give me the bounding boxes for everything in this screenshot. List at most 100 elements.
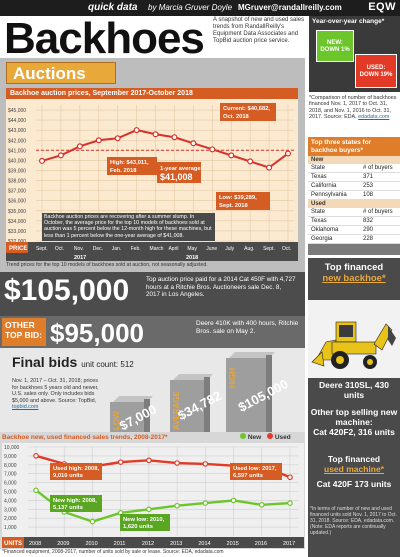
new-point xyxy=(202,500,209,506)
price-point xyxy=(95,137,102,144)
new-high-line2: 5,137 units xyxy=(53,505,83,511)
states-new-col-header: State # of buyers xyxy=(308,164,400,173)
comparison-note-text: *Comparison of number of backhoes financ… xyxy=(309,95,397,120)
year-2017-label: 2017 xyxy=(74,255,86,261)
x-tick-label: 2010 xyxy=(85,541,97,547)
top-used-machine: Cat 420F 173 units xyxy=(316,479,392,489)
final-bids-desc-text: Nov. 1, 2017 – Oct. 31, 2018; prices for… xyxy=(12,378,99,404)
col-buyers: # of buyers xyxy=(363,209,393,215)
state-name: Oklahoma xyxy=(311,227,339,233)
price-point xyxy=(266,164,273,171)
other-top-new-machine: Other top selling new machine: Cat 420F2… xyxy=(308,407,400,437)
avg-callout-bg xyxy=(157,162,201,183)
y-tick-label: $45,000 xyxy=(8,108,26,114)
price-label-bg xyxy=(6,242,28,253)
topbid-link[interactable]: topbid.com xyxy=(12,404,39,410)
price-point xyxy=(171,134,178,141)
y-tick-label: 8,000 xyxy=(4,463,17,469)
new-point xyxy=(174,502,180,509)
auction-price-line xyxy=(41,129,289,169)
final-bids-title: Final bids unit count: 512 xyxy=(12,354,134,370)
yoy-used-badge: USED: DOWN 19% xyxy=(355,54,397,88)
used-point xyxy=(287,474,293,481)
price-label: PRICE xyxy=(9,246,27,252)
other-bid-label: OTHER TOP BID: xyxy=(2,318,46,346)
new-point xyxy=(146,506,152,513)
used-high-line2: 9,010 units xyxy=(53,473,83,479)
legend-used-label: Used xyxy=(274,434,291,441)
sales-trend-footnote: *Financed equipment, 2008-2017, number o… xyxy=(2,549,224,555)
final-bids-desc: Nov. 1, 2017 – Oct. 31, 2018; prices for… xyxy=(12,378,104,411)
states-used-header: Used xyxy=(308,200,400,208)
unit-count: unit count: 512 xyxy=(81,360,134,369)
col-buyers: # of buyers xyxy=(363,165,393,171)
other-top-title: Other top selling new machine: xyxy=(310,407,398,427)
top-states-title: Top three states for backhoe buyers* xyxy=(308,137,400,156)
y-tick-label: 5,000 xyxy=(4,490,17,496)
sales-trend-chart: 1,000 2,000 3,000 4,000 5,000 6,000 7,000 8,000… xyxy=(2,443,304,548)
y-tick-label: 7,000 xyxy=(4,472,17,478)
state-name: Georgia xyxy=(311,236,333,242)
current-callout-line2: Oct. 2018 xyxy=(223,114,250,120)
y-tick-label: 6,000 xyxy=(4,481,17,487)
final-bids-heading: Final bids xyxy=(12,354,78,370)
used-low-line1: Used low: 2017, xyxy=(233,466,277,472)
price-point xyxy=(76,143,83,150)
used-low-line2: 6,597 units xyxy=(233,473,263,479)
top-financed-new-line1: Top financed xyxy=(324,262,384,273)
x-tick-label: June xyxy=(206,246,217,252)
used-high-line1: Used high: 2008, xyxy=(53,466,99,472)
auction-note-bg xyxy=(42,213,215,241)
x-tick-label: Sept. xyxy=(36,246,48,252)
x-tick-label: Aug. xyxy=(244,246,254,252)
yoy-used-label: USED: xyxy=(366,65,386,71)
x-tick-label: 2009 xyxy=(57,541,69,547)
chart-legend: New Used xyxy=(240,433,291,441)
top-financed-new-line2: new backhoe* xyxy=(322,273,386,284)
states-new-header: New xyxy=(308,156,400,164)
x-tick-label: 2012 xyxy=(142,541,154,547)
page-header: quick data by Marcia Gruver Doyle MGruve… xyxy=(0,0,400,16)
x-tick-label: Feb. xyxy=(131,246,141,252)
y-tick-label: $39,000 xyxy=(8,168,26,174)
year-2018-label: 2018 xyxy=(186,255,198,261)
x-tick-label: April xyxy=(168,246,178,252)
price-point xyxy=(57,152,64,159)
price-point xyxy=(152,131,159,138)
buyer-count: 371 xyxy=(363,174,374,180)
edadata-link[interactable]: edadata.com xyxy=(358,113,390,120)
y-tick-label: 2,000 xyxy=(4,516,17,522)
x-tick-label: 2015 xyxy=(227,541,239,547)
author-email-link[interactable]: MGruver@randallreilly.com xyxy=(238,3,342,12)
legend-new-label: New xyxy=(247,434,262,441)
x-tick-label: 2008 xyxy=(29,541,41,547)
auction-footnote: Trend prices for the top 10 models of ba… xyxy=(6,262,208,268)
table-row: Georgia 228 xyxy=(308,235,400,244)
y-tick-label: $36,000 xyxy=(8,199,26,205)
other-bid-block: OTHER TOP BID: $95,000 Deere 410K with 4… xyxy=(0,316,305,348)
x-tick-label: Sept. xyxy=(263,246,275,252)
used-point xyxy=(146,457,152,464)
x-tick-label: 2011 xyxy=(114,541,126,547)
top-financed-used-line2: used machine* xyxy=(324,464,384,474)
current-callout-line1: Current: $40,682, xyxy=(223,106,270,112)
used-high-callout-bg xyxy=(50,463,102,480)
top-price-desc: Top auction price paid for a 2014 Cat 45… xyxy=(146,276,296,298)
y-tick-label: $43,000 xyxy=(8,128,26,134)
y-tick-label: $41,000 xyxy=(8,148,26,154)
byline: by Marcia Gruver Doyle xyxy=(148,3,233,12)
price-point xyxy=(190,140,197,147)
auction-chart-title: Backhoe auction prices, September 2017-O… xyxy=(6,88,298,99)
new-high-callout-bg xyxy=(50,495,102,512)
x-tick-label: July xyxy=(225,246,234,252)
comparison-note: *Comparison of number of backhoes financ… xyxy=(309,95,400,120)
top-states-table: Top three states for backhoe buyers* New… xyxy=(308,137,400,255)
section-label: quick data xyxy=(88,2,138,13)
price-point xyxy=(114,135,121,142)
y-tick-label: 4,000 xyxy=(4,498,17,504)
top-financed-used-line1: Top financed xyxy=(327,454,381,464)
table-row: California 253 xyxy=(308,182,400,191)
x-tick-label: March xyxy=(150,246,164,252)
financed-footnote: *In terms of number of new and used fina… xyxy=(310,506,397,536)
price-point xyxy=(247,158,254,165)
